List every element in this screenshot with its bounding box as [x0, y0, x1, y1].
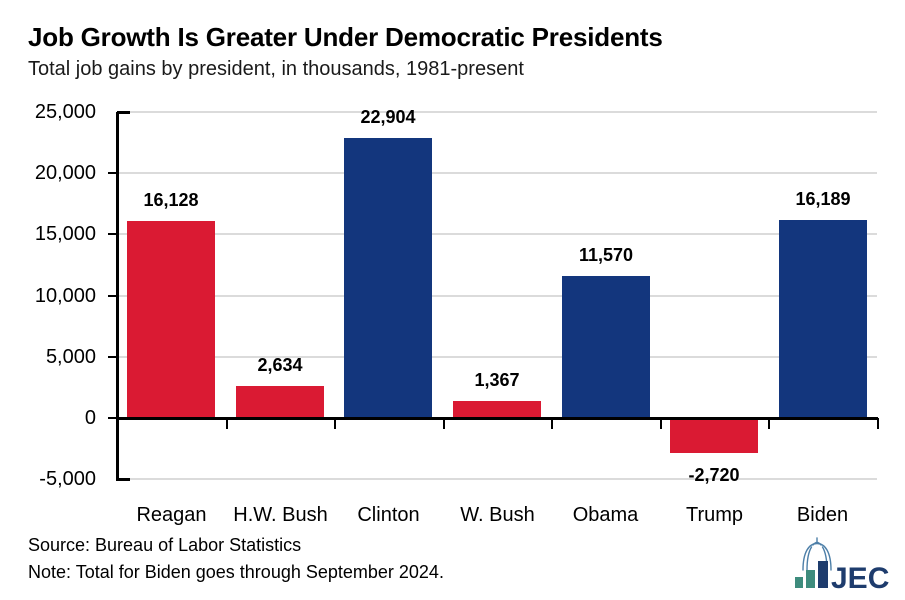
axis-tick — [108, 417, 117, 419]
bar-value-label: -2,720 — [688, 465, 740, 485]
gridline — [117, 172, 877, 174]
bar-value-label: 16,189 — [795, 189, 851, 209]
axis-tick — [117, 478, 130, 481]
x-axis-label: Obama — [572, 504, 639, 526]
gridline — [117, 478, 877, 480]
axis-tick — [108, 356, 117, 358]
chart-title: Job Growth Is Greater Under Democratic P… — [28, 22, 663, 52]
axis-tick — [226, 418, 228, 429]
bar-value-label: 1,367 — [474, 370, 520, 390]
axis-tick — [334, 418, 336, 429]
axis-tick — [660, 418, 662, 429]
axis-tick — [108, 233, 117, 235]
axis-tick — [443, 418, 445, 429]
axis-tick — [768, 418, 770, 429]
y-axis-line — [116, 112, 119, 481]
bar-value-label: 16,128 — [143, 190, 199, 210]
y-axis-label: 0 — [84, 407, 96, 429]
y-axis-label: 5,000 — [45, 346, 96, 368]
y-axis-label: -5,000 — [39, 468, 96, 490]
zero-axis-line — [117, 417, 878, 420]
gridline — [117, 295, 877, 297]
gridline — [117, 233, 877, 235]
x-axis-label: Biden — [796, 504, 849, 526]
x-axis-label: W. Bush — [460, 504, 535, 526]
note-text: Note: Total for Biden goes through Septe… — [28, 562, 444, 582]
source-text: Source: Bureau of Labor Statistics — [28, 535, 302, 555]
axis-tick — [551, 418, 553, 429]
bar-obama — [562, 276, 650, 418]
gridline — [117, 356, 877, 358]
x-axis-label: Clinton — [357, 504, 420, 526]
x-axis-label: Reagan — [136, 504, 207, 526]
logo-text: JEC — [831, 562, 889, 589]
bar-value-label: 11,570 — [578, 245, 634, 265]
chart-subtitle: Total job gains by president, in thousan… — [28, 58, 524, 80]
bar-clinton — [344, 138, 432, 418]
bar-trump — [670, 420, 758, 453]
y-axis-label: 10,000 — [34, 285, 96, 307]
bar-biden — [779, 220, 867, 418]
axis-tick — [877, 418, 879, 429]
axis-tick — [117, 111, 130, 114]
axis-tick — [108, 295, 117, 297]
axis-tick — [108, 172, 117, 174]
logo-bars-icon — [795, 561, 828, 588]
jec-logo: JEC — [795, 537, 889, 589]
bar-reagan — [127, 221, 215, 418]
gridline — [117, 111, 877, 113]
y-axis-label: 25,000 — [34, 101, 96, 123]
x-axis-label: Trump — [685, 504, 744, 526]
y-axis-label: 20,000 — [34, 162, 96, 184]
bar-w-bush — [453, 401, 541, 418]
bar-value-label: 22,904 — [360, 107, 416, 127]
x-axis-label: H.W. Bush — [233, 504, 328, 526]
bar-value-label: 2,634 — [257, 355, 303, 375]
y-axis-label: 15,000 — [34, 223, 96, 245]
bar-h-w-bush — [236, 386, 324, 418]
